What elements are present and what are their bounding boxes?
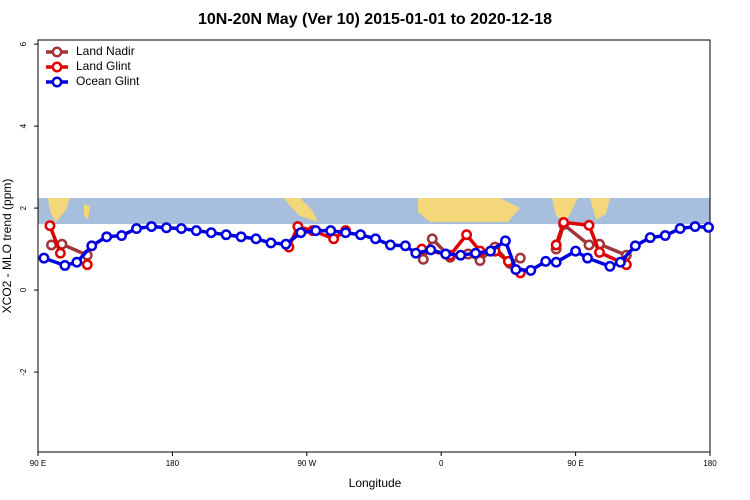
x-tick-label: 90 E: [30, 459, 46, 468]
point: [417, 253, 429, 265]
y-tick-label: -2: [19, 368, 28, 376]
point: [280, 238, 292, 250]
point: [86, 240, 98, 252]
y-tick-label: 0: [19, 287, 28, 292]
point: [594, 246, 605, 258]
point: [614, 256, 626, 268]
map-ocean: [38, 198, 710, 224]
legend-label: Ocean Glint: [76, 74, 140, 88]
map-land: [48, 198, 70, 222]
point: [510, 264, 522, 276]
point: [59, 260, 71, 271]
legend-label: Land Glint: [76, 59, 131, 73]
legend-marker: [51, 76, 63, 88]
point: [540, 255, 552, 267]
point: [146, 221, 157, 232]
point: [101, 231, 113, 243]
point: [689, 221, 701, 232]
plot-frame: [37, 39, 711, 453]
point: [81, 259, 93, 271]
point: [44, 220, 56, 232]
map-land: [84, 204, 90, 220]
point: [250, 233, 262, 245]
point: [220, 229, 232, 241]
chart-title: 10N-20N May (Ver 10) 2015-01-01 to 2020-…: [198, 11, 552, 28]
point: [550, 256, 562, 268]
point: [425, 244, 437, 256]
map-land: [552, 198, 578, 222]
y-axis-label: XCO2 - MLO trend (ppm): [0, 179, 14, 314]
point: [583, 239, 595, 251]
point: [295, 227, 307, 239]
point: [629, 240, 641, 252]
y-tick-label: 4: [19, 123, 28, 128]
point: [71, 256, 83, 268]
point: [570, 245, 582, 257]
y-tick-label: 6: [19, 41, 28, 46]
point: [205, 227, 217, 239]
point: [190, 225, 202, 237]
point: [355, 229, 367, 241]
point: [38, 252, 50, 264]
point: [485, 245, 496, 257]
point: [116, 230, 128, 241]
point: [325, 225, 337, 237]
point: [410, 247, 422, 259]
point: [659, 230, 671, 241]
point: [426, 233, 438, 245]
x-axis-label: Longitude: [349, 476, 402, 490]
point: [582, 252, 593, 264]
point: [583, 219, 595, 231]
x-tick-label: 0: [439, 459, 444, 468]
y-tick-label: 2: [19, 205, 28, 210]
point: [455, 249, 467, 261]
point: [175, 223, 187, 235]
point: [160, 222, 172, 234]
x-tick-label: 90 E: [567, 459, 583, 468]
point: [399, 240, 411, 252]
point: [514, 252, 526, 264]
x-tick-label: 90 W: [297, 459, 316, 468]
point: [440, 248, 452, 260]
legend-label: Land Nadir: [76, 44, 135, 58]
point: [235, 231, 247, 243]
point: [703, 221, 714, 233]
point: [461, 229, 473, 241]
point: [54, 247, 66, 259]
point: [340, 227, 352, 239]
point: [131, 223, 143, 235]
point: [384, 239, 396, 251]
map-land: [590, 198, 610, 220]
point: [674, 223, 686, 235]
x-tick-label: 180: [166, 459, 180, 468]
point: [558, 216, 570, 228]
map-land: [418, 198, 520, 222]
legend-marker: [51, 46, 63, 58]
x-tick-label: 180: [703, 459, 717, 468]
legend-marker: [51, 61, 63, 73]
point: [550, 239, 562, 251]
point: [525, 264, 537, 276]
point: [310, 225, 322, 237]
map-strip: [38, 198, 710, 224]
point: [644, 232, 656, 244]
point: [499, 235, 511, 247]
series-line: [43, 224, 709, 273]
map-land: [284, 198, 318, 222]
point: [265, 237, 277, 249]
point: [370, 233, 381, 245]
point: [470, 247, 481, 259]
point: [604, 260, 616, 272]
